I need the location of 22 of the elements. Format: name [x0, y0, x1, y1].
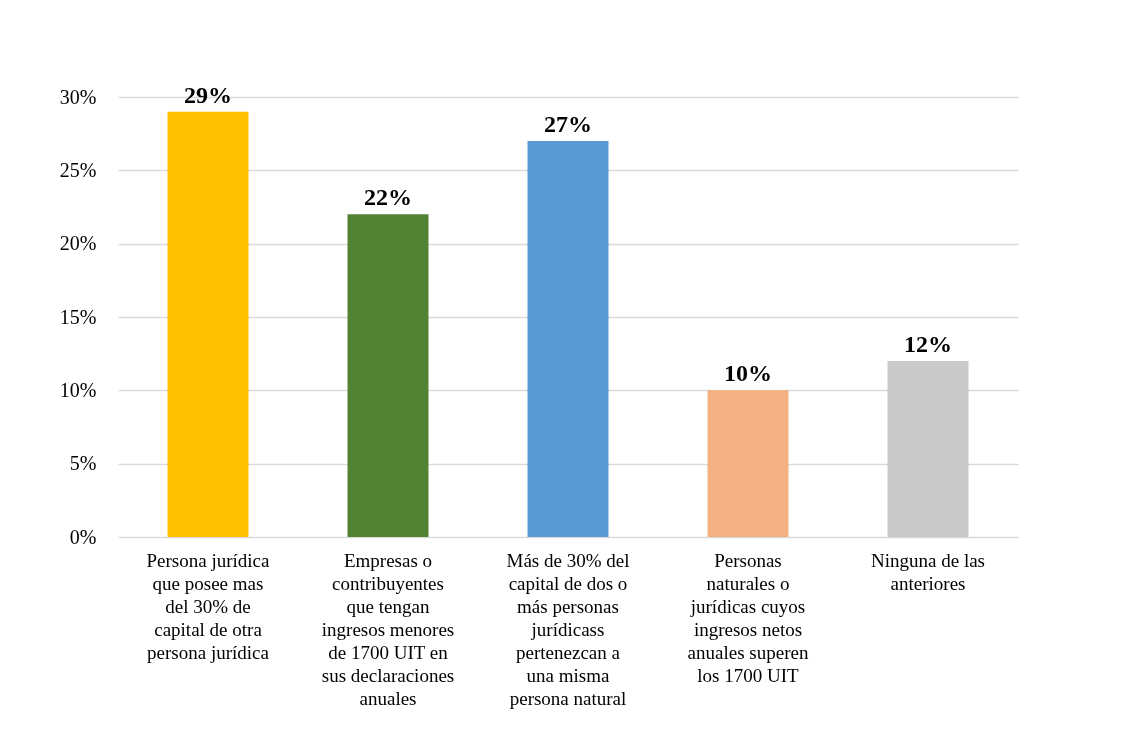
data-label: 10% [724, 360, 772, 387]
x-tick-label: Persona jurídica que posee mas del 30% de capital de otra persona jurídica [146, 549, 271, 663]
bar [527, 141, 609, 537]
y-tick-label: 5% [69, 452, 97, 475]
bar [887, 361, 969, 537]
data-label: 12% [904, 331, 952, 357]
y-tick-label: 15% [59, 305, 97, 328]
x-tick-label: Ninguna de las anteriores [871, 549, 985, 594]
x-tick-label: Personas naturales o jurídicas cuyos ingresos netos anuales superen los 1700 UIT [687, 549, 809, 686]
x-tick-label: Más de 30% del capital de dos o más personas jurídicass pertenezcan a una misma persona natural [506, 549, 630, 709]
y-tick-label: 0% [69, 525, 97, 548]
data-label: 22% [364, 184, 412, 211]
bar [347, 214, 429, 537]
x-tick-label: Empresas o contribuyentes que tengan ingresos menores de 1700 UIT en sus declaraciones anuales [321, 549, 455, 709]
bar [167, 111, 249, 537]
y-tick-label: 25% [59, 158, 97, 181]
y-tick-label: 20% [59, 232, 97, 255]
data-label: 29% [184, 81, 232, 108]
data-label: 27% [544, 111, 592, 137]
y-tick-label: 10% [59, 378, 97, 401]
y-tick-label: 30% [59, 85, 97, 108]
bar [707, 390, 789, 537]
